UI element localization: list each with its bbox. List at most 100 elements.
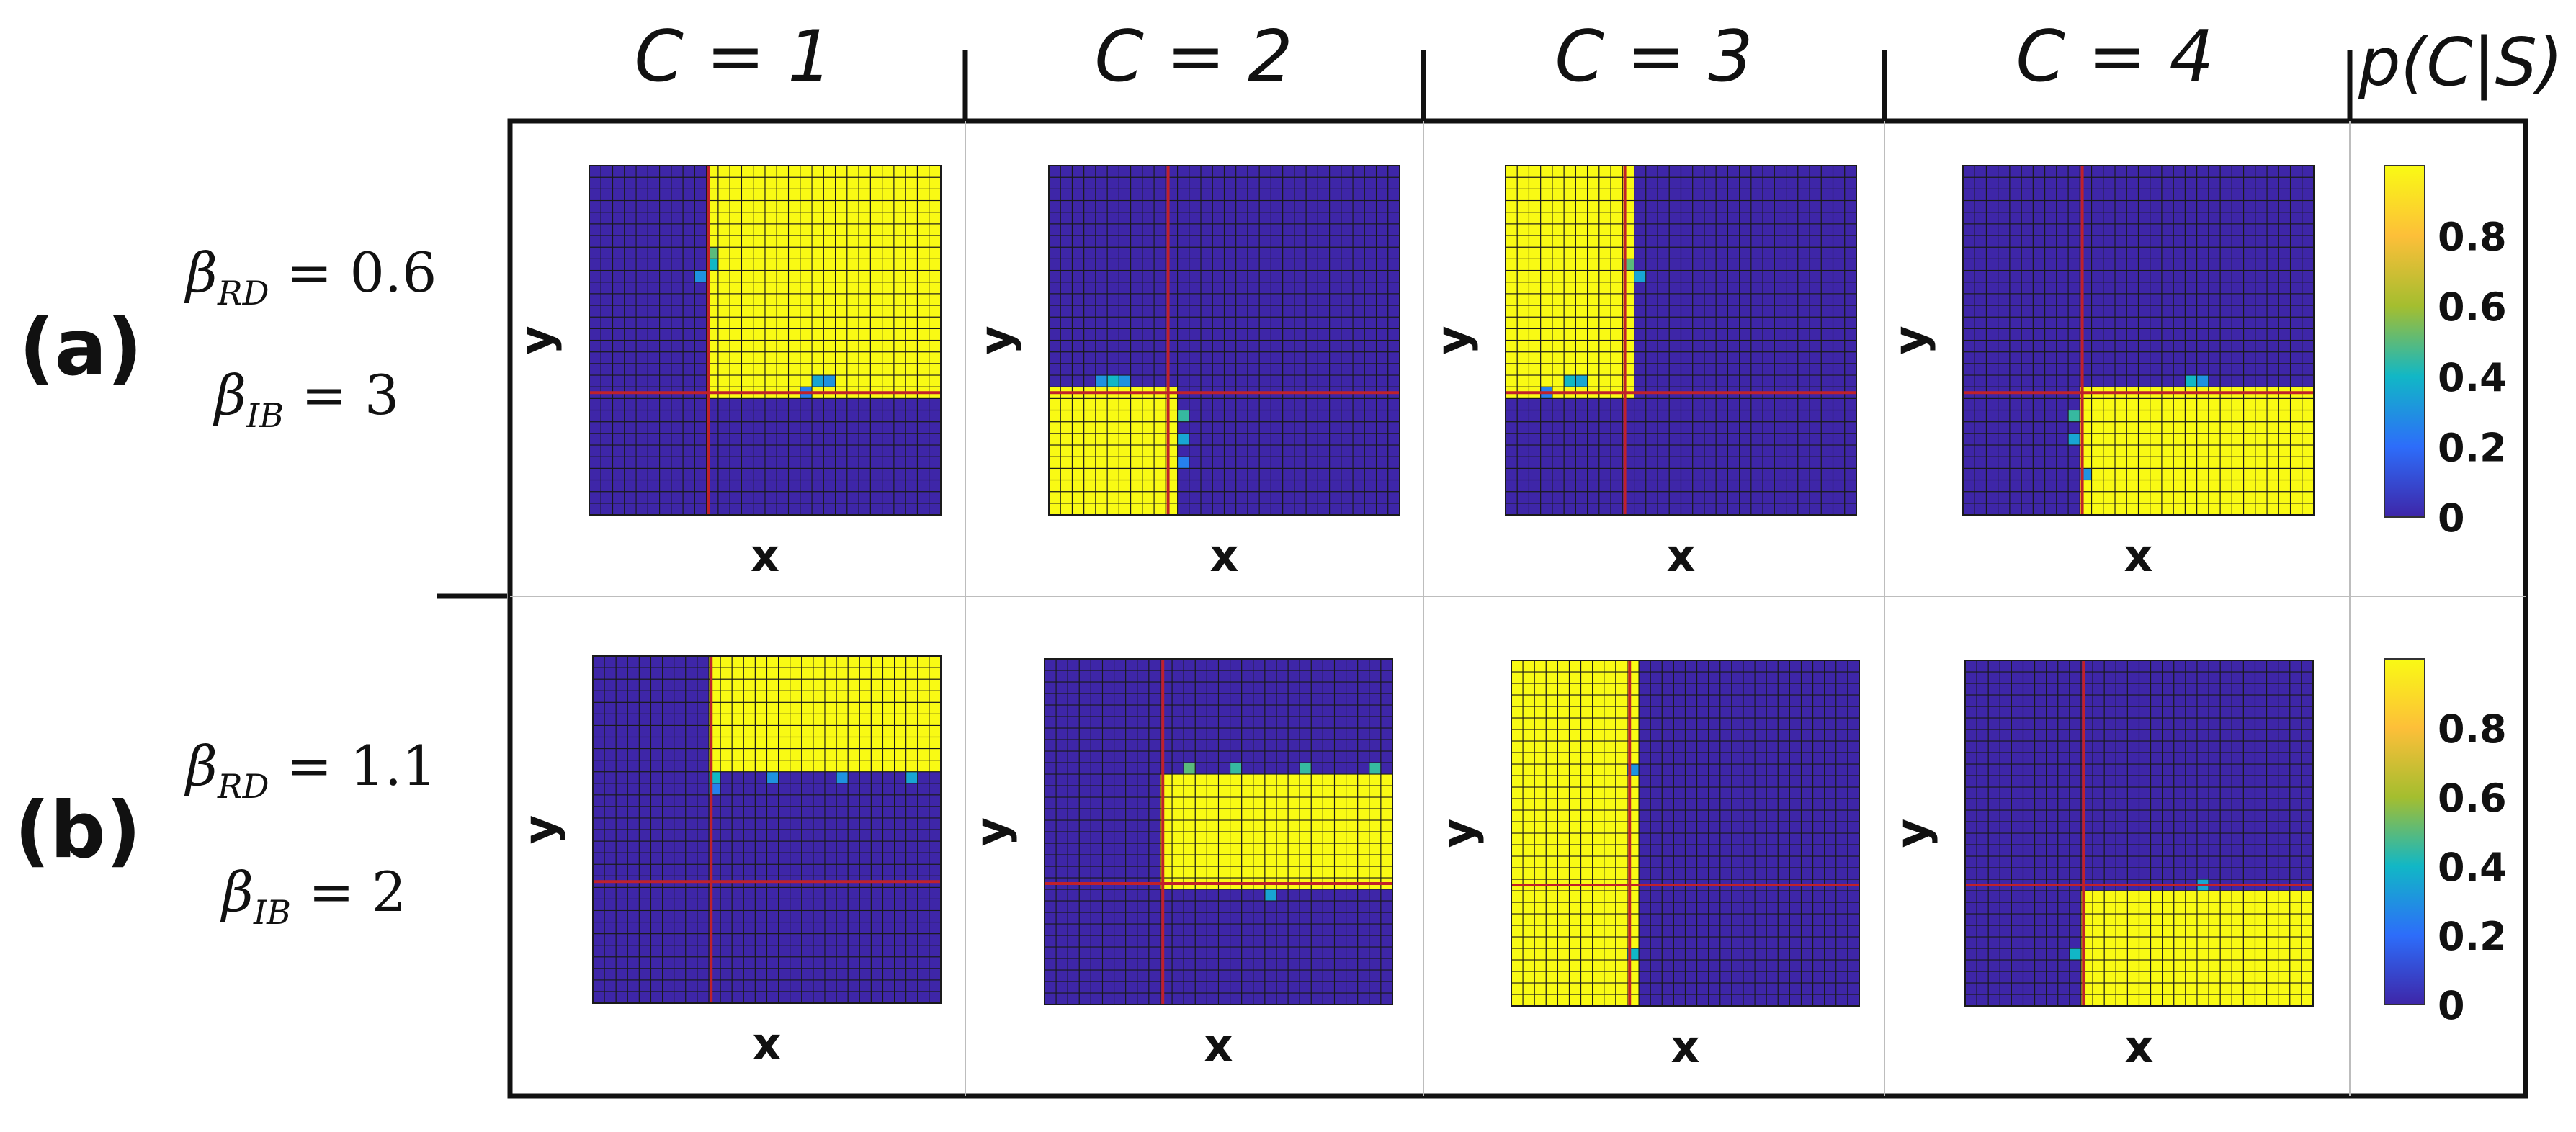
- heatmap-cell: [1253, 854, 1266, 867]
- heatmap-cell: [2150, 293, 2163, 306]
- heatmap-cell: [1341, 165, 1354, 178]
- heatmap-cell: [1044, 923, 1057, 936]
- heatmap-cell: [659, 503, 672, 516]
- heatmap-cell: [1071, 328, 1085, 341]
- heatmap-cell: [929, 444, 942, 457]
- heatmap-cell: [1809, 269, 1822, 283]
- heatmap-cell: [1998, 305, 2011, 318]
- heatmap-cell: [2056, 339, 2069, 353]
- heatmap-cell: [870, 655, 884, 668]
- heatmap-cell: [2255, 374, 2268, 387]
- heatmap-cell: [787, 199, 801, 213]
- heatmap-cell: [858, 176, 871, 189]
- heatmap-cell: [1680, 328, 1694, 341]
- heatmap-cell: [1715, 282, 1728, 295]
- heatmap-cell: [1809, 305, 1822, 318]
- heatmap-cell: [600, 339, 614, 353]
- heatmap-cell: [800, 479, 813, 493]
- heatmap-cell: [882, 909, 895, 923]
- heatmap-cell: [813, 678, 826, 691]
- heatmap-cell: [674, 701, 687, 714]
- heatmap-cell: [776, 293, 790, 306]
- heatmap-cell: [1106, 176, 1119, 189]
- heatmap-cell: [1346, 958, 1359, 971]
- heatmap-cell: [671, 258, 684, 271]
- heatmap-cell: [627, 701, 640, 714]
- heatmap-cell: [893, 491, 906, 504]
- heatmap-cell: [790, 655, 802, 668]
- heatmap-cell: [743, 667, 756, 680]
- heatmap-cell: [2137, 165, 2151, 178]
- heatmap-cell: [2278, 282, 2291, 295]
- heatmap-cell: [824, 713, 837, 726]
- heatmap-cell: [1587, 188, 1600, 202]
- heatmap-cell: [823, 433, 836, 446]
- heatmap-cell: [1294, 282, 1307, 295]
- heatmap-cell: [811, 293, 824, 306]
- heatmap-cell: [1516, 444, 1530, 457]
- heatmap-cell: [801, 863, 814, 876]
- heatmap-cell: [929, 794, 942, 807]
- heatmap-cell: [1998, 282, 2011, 295]
- heatmap-cell: [929, 433, 942, 446]
- heatmap-cell: [1060, 491, 1073, 504]
- heatmap-cell: [1071, 409, 1085, 423]
- heatmap-cell: [615, 747, 628, 761]
- heatmap-cell: [801, 945, 814, 958]
- heatmap-cell: [1727, 246, 1740, 259]
- heatmap-cell: [1739, 246, 1752, 259]
- heatmap-cell: [1189, 339, 1202, 353]
- heatmap-cell: [1048, 305, 1061, 318]
- heatmap-cell: [1153, 374, 1166, 387]
- heatmap-cell: [1528, 503, 1542, 516]
- heatmap-cell: [2231, 421, 2245, 434]
- heatmap-cell: [836, 783, 849, 796]
- heatmap-cell: [1317, 467, 1331, 481]
- heatmap-cell: [2067, 235, 2080, 248]
- heatmap-cell: [1680, 456, 1694, 469]
- heatmap-cell: [1739, 467, 1752, 481]
- heatmap-cell: [1704, 223, 1717, 236]
- heatmap-cell: [2056, 235, 2069, 248]
- heatmap-cell: [1739, 165, 1752, 178]
- heatmap-cell: [1587, 397, 1600, 411]
- heatmap-cell: [2032, 503, 2046, 516]
- heatmap-cell: [1563, 328, 1576, 341]
- heatmap-cell: [1563, 258, 1576, 271]
- heatmap-cell: [1067, 981, 1080, 994]
- heatmap-cell: [674, 933, 687, 946]
- heatmap-cell: [1083, 282, 1096, 295]
- heatmap-cell: [2044, 444, 2057, 457]
- heatmap-cell: [859, 817, 872, 830]
- heatmap-cell: [1528, 328, 1542, 341]
- heatmap-cell: [638, 968, 652, 981]
- heatmap-cell: [1217, 923, 1231, 936]
- heatmap-cell: [729, 479, 743, 493]
- heatmap-cell: [2044, 351, 2057, 364]
- heatmap-cell: [1704, 258, 1717, 271]
- heatmap-cell: [1380, 866, 1393, 879]
- heatmap-cell: [1294, 397, 1307, 411]
- heatmap-cell: [764, 246, 777, 259]
- heatmap-cell: [1048, 491, 1061, 504]
- heatmap-cell: [2255, 339, 2268, 353]
- heatmap-cell: [1797, 305, 1810, 318]
- heatmap-cell: [604, 713, 617, 726]
- heatmap-cell: [846, 397, 859, 411]
- heatmap-cell: [647, 282, 661, 295]
- heatmap-cell: [729, 212, 743, 225]
- heatmap-cell: [1505, 223, 1518, 236]
- heatmap-cell: [685, 921, 698, 935]
- heatmap-cell: [1774, 165, 1787, 178]
- heatmap-cell: [1317, 246, 1331, 259]
- heatmap-cell: [1258, 235, 1271, 248]
- heatmap-cell: [674, 747, 687, 761]
- heatmap-cell: [1106, 258, 1119, 271]
- heatmap-cell: [1106, 397, 1119, 411]
- heatmap-cell: [1587, 409, 1600, 423]
- heatmap-cell: [2219, 339, 2232, 353]
- heatmap-cell: [1998, 479, 2011, 493]
- heatmap-cell: [600, 316, 614, 329]
- heatmap-cell: [1153, 421, 1166, 434]
- heatmap-cell: [1552, 374, 1565, 387]
